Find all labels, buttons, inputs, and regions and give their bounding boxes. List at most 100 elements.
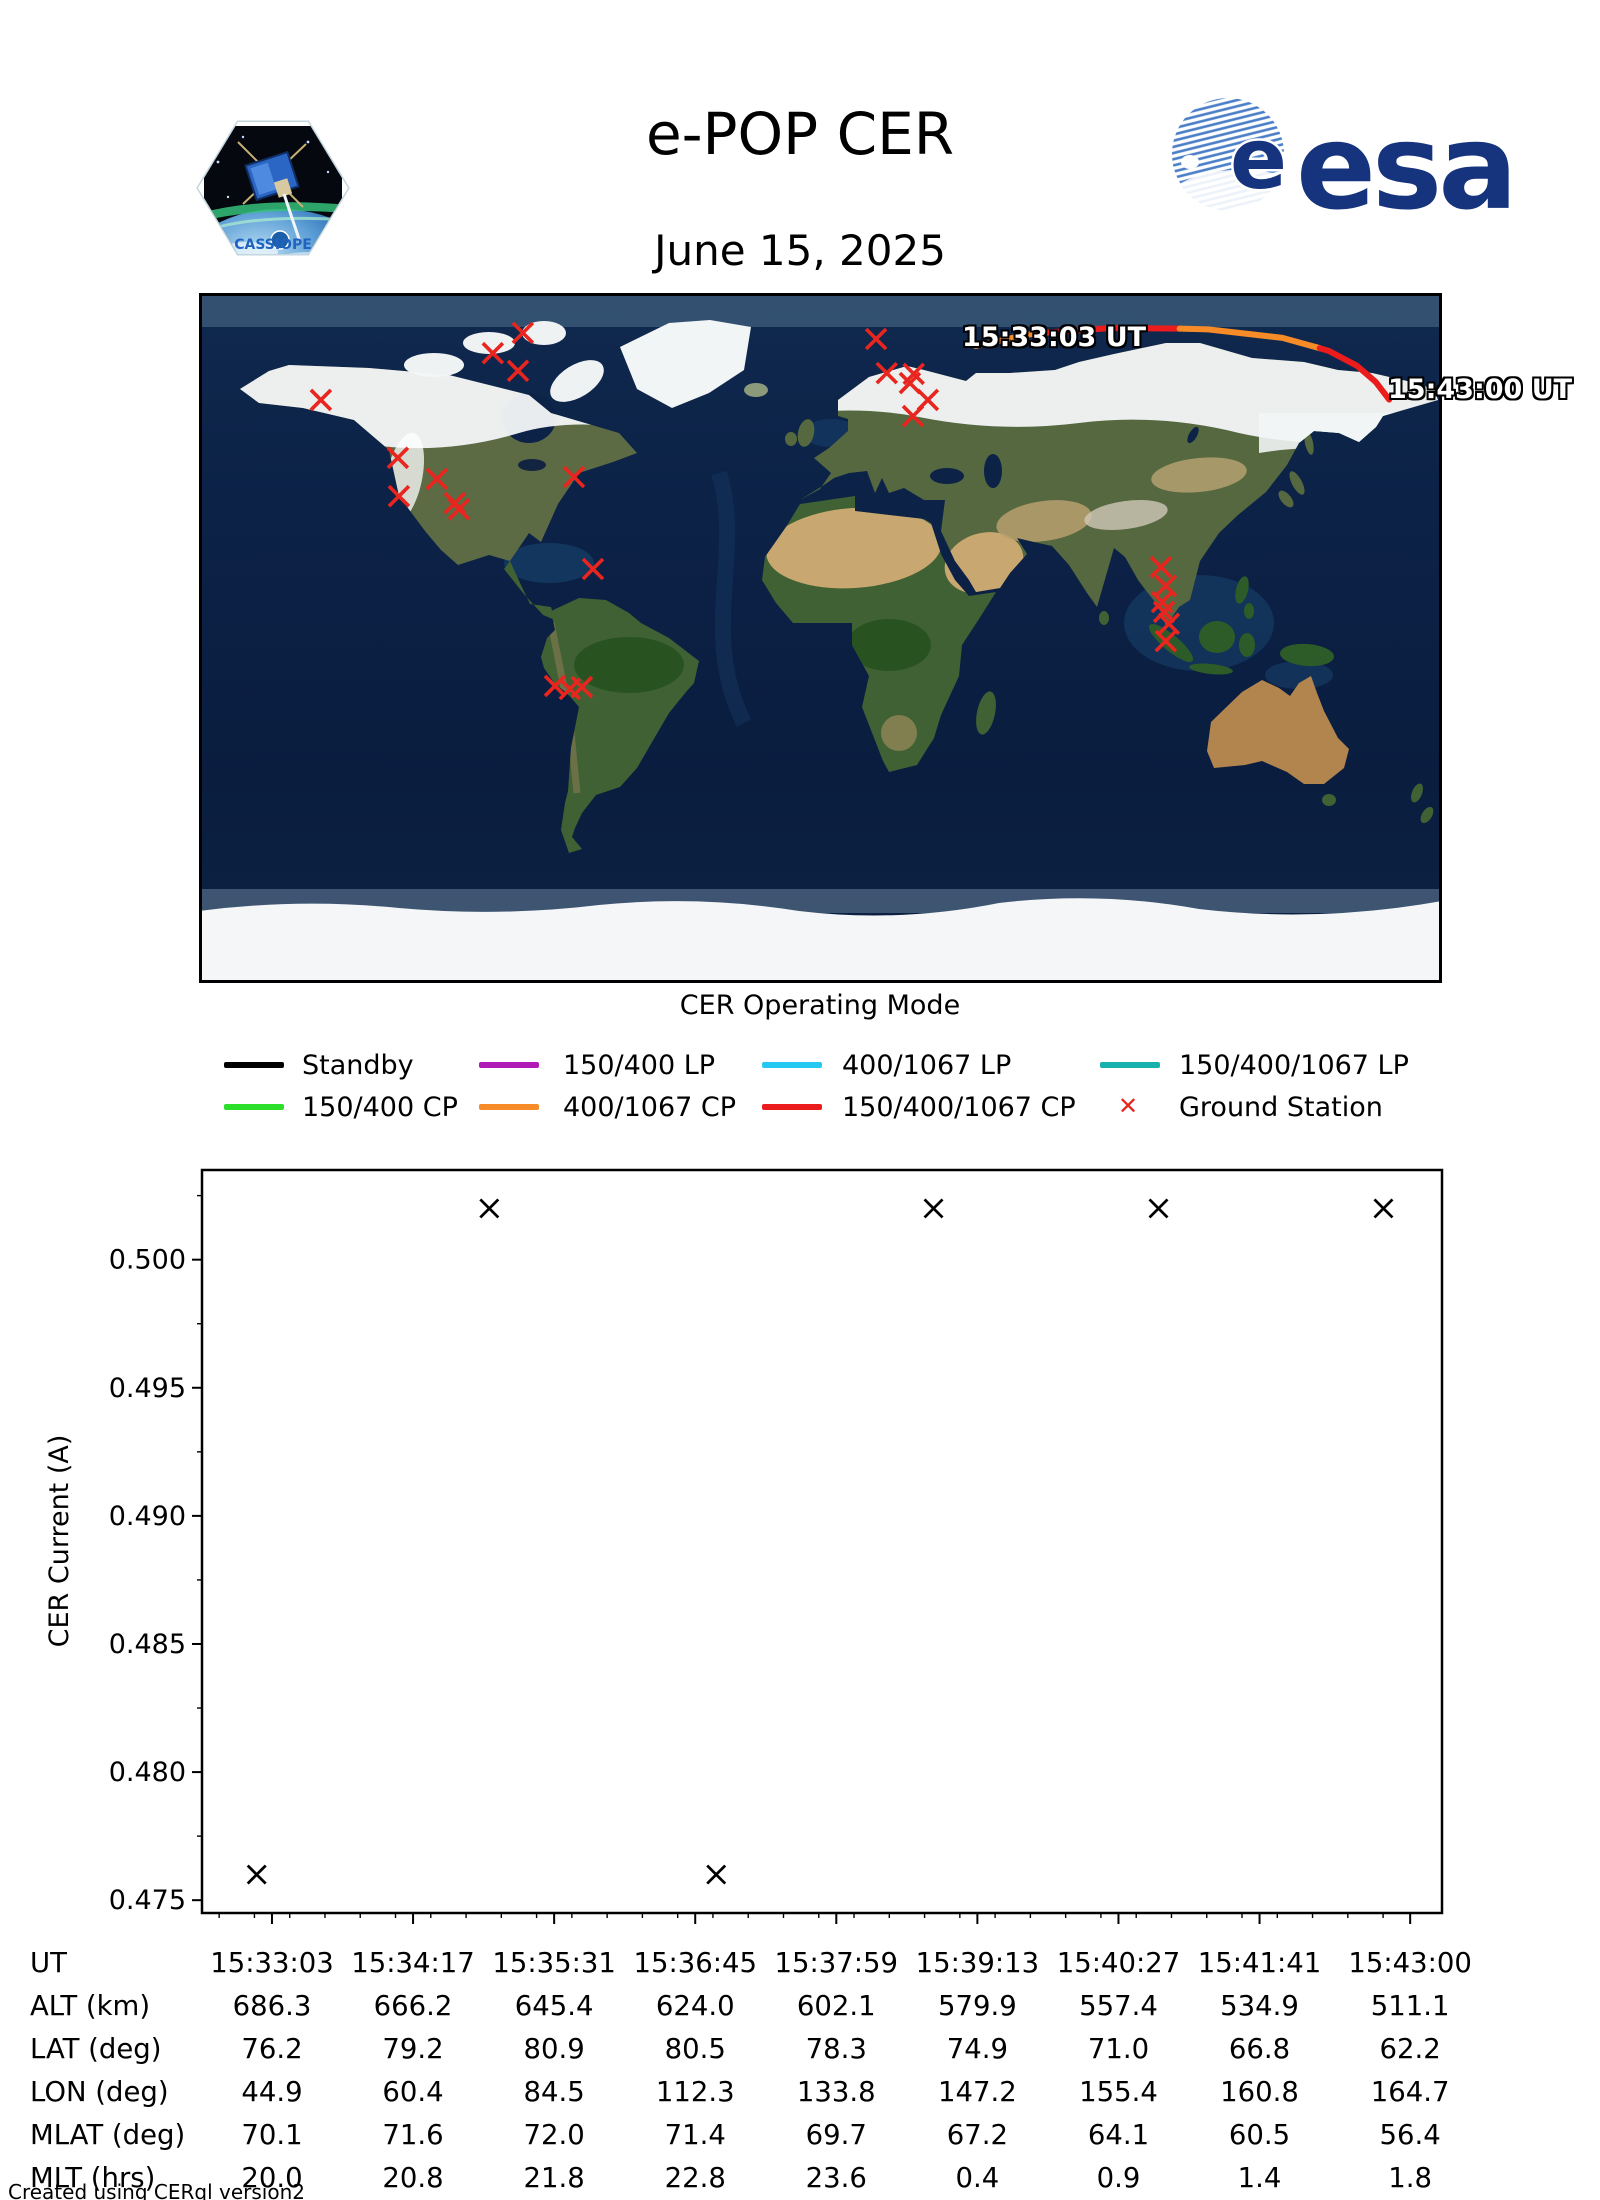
table-cell-value: 686.3 xyxy=(233,1990,312,2022)
table-row-label: LAT (deg) xyxy=(30,2033,161,2065)
legend-label: Ground Station xyxy=(1179,1092,1383,1123)
table-cell-value: 133.8 xyxy=(797,2076,876,2108)
table-cell-value: 602.1 xyxy=(797,1990,876,2022)
table-cell-value: 71.0 xyxy=(1088,2033,1149,2065)
map-caption: CER Operating Mode xyxy=(679,990,961,1021)
data-point-x-marker xyxy=(1373,1198,1394,1219)
ground-station-marker xyxy=(1154,629,1178,653)
legend-item: ✕ Ground Station xyxy=(0,1092,1600,1123)
map-border xyxy=(199,293,1442,983)
table-cell-value: 557.4 xyxy=(1079,1990,1158,2022)
cer-current-plot: 0.475 0.480 0.485 0.490 0.495 0.500 CER Curren… xyxy=(30,1168,1472,2194)
legend-line-swatch xyxy=(1100,1062,1160,1068)
data-point-x-marker xyxy=(479,1198,500,1219)
legend-label: 400/1067 LP xyxy=(842,1050,1012,1081)
ground-station-marker xyxy=(581,557,605,581)
cassiope-mission-patch: CASSIOPE xyxy=(188,102,358,274)
ground-station-marker xyxy=(898,371,922,395)
table-cell-value: 20.0 xyxy=(241,2162,302,2194)
table-cell-value: 15:43:00 xyxy=(1348,1947,1472,1979)
ground-station-marker xyxy=(425,467,449,491)
legend-item: 400/1067 LP xyxy=(0,1050,1600,1081)
legend-line-swatch xyxy=(479,1104,539,1110)
data-point-x-marker xyxy=(923,1198,944,1219)
table-cell-value: 74.9 xyxy=(947,2033,1008,2065)
table-cell-value: 64.1 xyxy=(1088,2119,1149,2151)
legend-label: 150/400 LP xyxy=(563,1050,716,1081)
plot-border xyxy=(200,1168,1444,1915)
satellite-track xyxy=(972,324,1393,403)
ground-station-marker xyxy=(1149,555,1173,579)
table-cell-value: 624.0 xyxy=(656,1990,735,2022)
data-point-x-marker xyxy=(1148,1198,1169,1219)
table-cell-value: 71.4 xyxy=(665,2119,726,2151)
ground-station-markers xyxy=(309,321,1181,701)
table-cell-value: 1.8 xyxy=(1388,2162,1432,2194)
ground-station-marker xyxy=(387,484,411,508)
esa-logo: e esa xyxy=(1168,90,1518,245)
plot-area xyxy=(202,1170,1442,1913)
table-cell-value: 160.8 xyxy=(1220,2076,1299,2108)
legend-line-swatch xyxy=(224,1062,284,1068)
table-cell-value: 20.8 xyxy=(382,2162,443,2194)
ground-station-marker xyxy=(1157,612,1181,636)
track-segment xyxy=(972,329,1047,349)
ground-station-marker xyxy=(309,388,333,412)
table-cell-value: 0.9 xyxy=(1097,2162,1141,2194)
track-segment xyxy=(1316,345,1393,403)
table-row-label: MLAT (deg) xyxy=(30,2119,185,2151)
y-tick-label: 0.480 xyxy=(109,1757,186,1788)
ground-station-marker xyxy=(447,497,471,521)
esa-globe-e: e xyxy=(1230,110,1287,208)
table-cell-value: 71.6 xyxy=(382,2119,443,2151)
cassiope-patch-graphic: CASSIOPE xyxy=(196,120,350,256)
y-tick-label: 0.495 xyxy=(109,1373,186,1404)
table-cell-value: 60.5 xyxy=(1229,2119,1290,2151)
table-cell-value: 22.8 xyxy=(665,2162,726,2194)
table-cell-value: 72.0 xyxy=(524,2119,585,2151)
table-cell-value: 155.4 xyxy=(1079,2076,1158,2108)
legend-item: 150/400 CP xyxy=(0,1092,1600,1123)
table-cell-value: 534.9 xyxy=(1220,1990,1299,2022)
table-cell-value: 511.1 xyxy=(1371,1990,1450,2022)
legend-line-swatch xyxy=(224,1104,284,1110)
data-point-x-marker xyxy=(706,1864,727,1885)
table-cell-value: 21.8 xyxy=(524,2162,585,2194)
table-row-label: UT xyxy=(30,1947,67,1979)
table-cell-value: 80.9 xyxy=(524,2033,585,2065)
ground-station-marker xyxy=(511,321,535,345)
track-end-time-label: 15:43:00 UT xyxy=(1388,374,1573,405)
legend-x-marker-icon: ✕ xyxy=(1118,1092,1139,1120)
table-cell-value: 44.9 xyxy=(241,2076,302,2108)
patch-aurora xyxy=(198,202,348,228)
table-cell-value: 579.9 xyxy=(938,1990,1017,2022)
ground-station-marker xyxy=(506,359,530,383)
y-axis-label: CER Current (A) xyxy=(44,1435,75,1648)
table-cell-value: 1.4 xyxy=(1238,2162,1282,2194)
ground-station-marker xyxy=(875,361,899,385)
ground-station-marker xyxy=(481,341,505,365)
table-cell-value: 164.7 xyxy=(1371,2076,1450,2108)
table-cell-value: 147.2 xyxy=(938,2076,1017,2108)
table-cell-value: 15:34:17 xyxy=(351,1947,475,1979)
patch-roundel xyxy=(270,230,290,250)
legend-item: 150/400/1067 LP xyxy=(0,1050,1600,1081)
ground-station-marker xyxy=(562,465,586,489)
track-segment xyxy=(1176,325,1323,352)
map-antarctica xyxy=(199,898,1442,983)
ground-station-marker xyxy=(1152,600,1176,624)
table-cell-value: 15:36:45 xyxy=(633,1947,757,1979)
page-date: June 15, 2025 xyxy=(654,226,946,275)
legend-label: Standby xyxy=(302,1050,414,1081)
table-cell-value: 84.5 xyxy=(524,2076,585,2108)
y-tick-label: 0.485 xyxy=(109,1629,186,1660)
table-cell-value: 67.2 xyxy=(947,2119,1008,2151)
ground-station-marker xyxy=(570,675,594,699)
table-row-label: LON (deg) xyxy=(30,2076,169,2108)
table-row-label: ALT (km) xyxy=(30,1990,150,2022)
esa-globe-icon: e xyxy=(1172,98,1289,211)
table-cell-value: 666.2 xyxy=(374,1990,453,2022)
table-cell-value: 56.4 xyxy=(1380,2119,1441,2151)
legend-line-swatch xyxy=(762,1104,822,1110)
legend-label: 400/1067 CP xyxy=(563,1092,737,1123)
